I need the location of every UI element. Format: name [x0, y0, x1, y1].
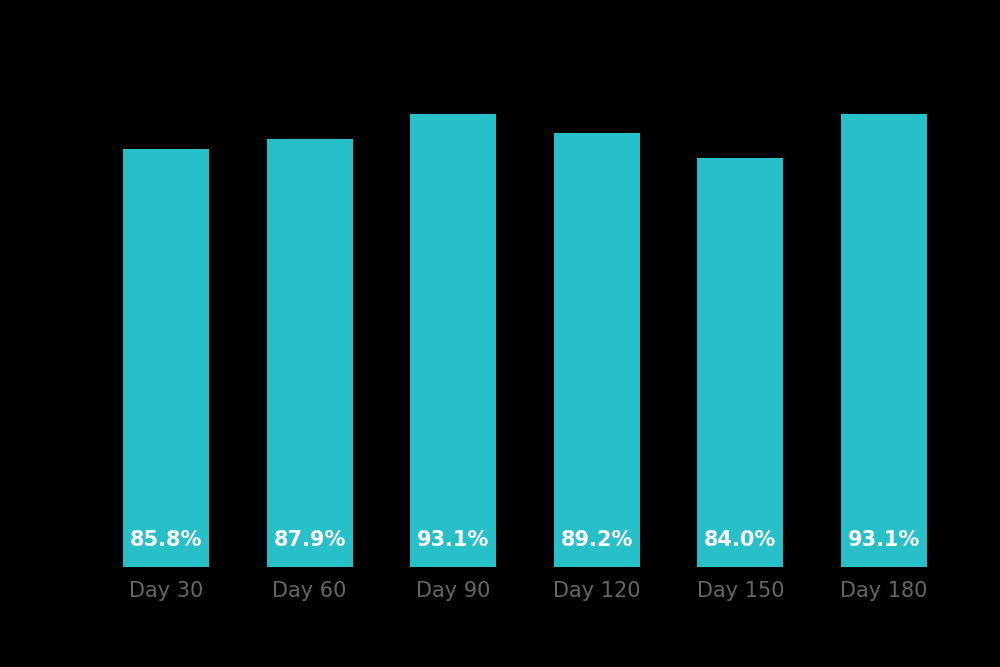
Text: 93.1%: 93.1% — [848, 530, 920, 550]
Bar — [410, 113, 496, 567]
Text: 87.9%: 87.9% — [273, 530, 346, 550]
Bar — [697, 158, 783, 567]
Bar — [841, 113, 927, 567]
Text: 93.1%: 93.1% — [417, 530, 489, 550]
Bar — [123, 149, 209, 567]
Text: 89.2%: 89.2% — [561, 530, 633, 550]
Bar — [554, 133, 640, 567]
Text: 85.8%: 85.8% — [130, 530, 202, 550]
Text: 84.0%: 84.0% — [704, 530, 776, 550]
Bar — [267, 139, 353, 567]
